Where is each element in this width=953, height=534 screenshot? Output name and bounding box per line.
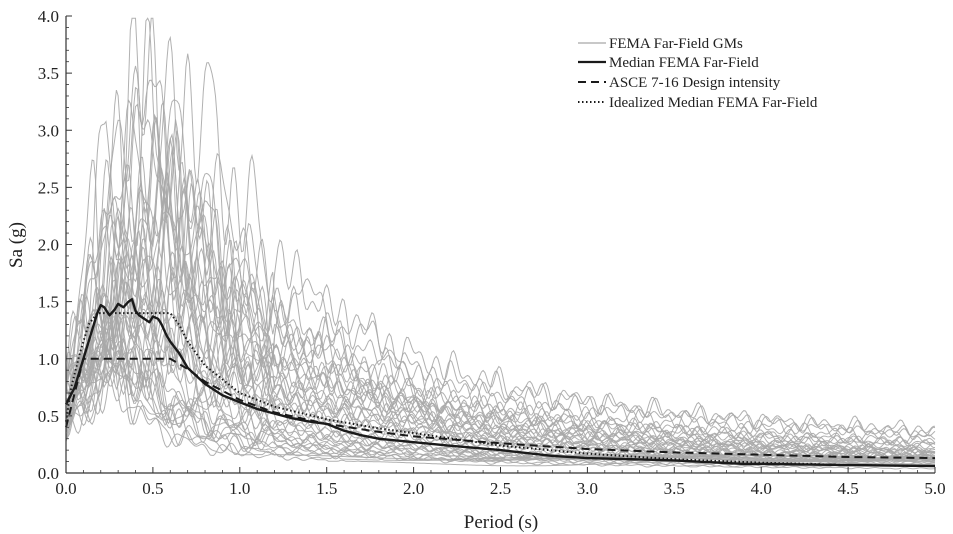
y-tick-label: 2.5 <box>38 178 59 197</box>
y-axis-label: Sa (g) <box>6 222 27 268</box>
ground-motion-line <box>65 35 936 442</box>
x-tick-label: 0.0 <box>55 479 76 498</box>
y-tick-label: 4.0 <box>38 7 59 26</box>
design-intensity-line <box>65 357 936 460</box>
axes <box>65 15 936 474</box>
legend-label-idealized: Idealized Median FEMA Far-Field <box>609 95 818 111</box>
x-tick-label: 5.0 <box>924 479 945 498</box>
y-tick-label: 0.5 <box>38 407 59 426</box>
y-tick-label: 3.5 <box>38 64 59 83</box>
ground-motion-line <box>65 220 936 447</box>
x-tick-label: 0.5 <box>142 479 163 498</box>
main-series-group <box>64 298 936 468</box>
ground-motion-line <box>65 117 936 463</box>
x-tick-label: 2.0 <box>403 479 424 498</box>
ground-motion-line <box>65 180 936 455</box>
legend-label-ground-motions: FEMA Far-Field GMs <box>609 36 743 52</box>
y-tick-label: 1.0 <box>38 350 59 369</box>
ground-motion-line <box>65 224 936 460</box>
x-axis-label: Period (s) <box>464 512 538 533</box>
legend: FEMA Far-Field GMs Median FEMA Far-Field… <box>578 36 818 111</box>
x-tick-label: 4.0 <box>751 479 772 498</box>
ground-motion-series-group <box>65 17 936 470</box>
ground-motion-line <box>65 170 936 436</box>
x-tick-label: 4.5 <box>837 479 858 498</box>
x-tick-label: 2.5 <box>490 479 511 498</box>
ground-motion-line <box>65 337 936 470</box>
x-tick-label: 3.5 <box>664 479 685 498</box>
ground-motion-line <box>65 17 936 460</box>
ground-motion-line <box>65 133 936 439</box>
y-tick-label: 0.0 <box>38 464 59 483</box>
legend-label-median: Median FEMA Far-Field <box>609 55 759 71</box>
x-tick-label: 3.0 <box>577 479 598 498</box>
ground-motion-line <box>65 213 936 459</box>
x-tick-label: 1.5 <box>316 479 337 498</box>
y-tick-label: 2.0 <box>38 236 59 255</box>
y-tick-label: 1.5 <box>38 293 59 312</box>
ground-motion-line <box>65 259 936 455</box>
ground-motion-line <box>65 345 935 461</box>
y-tick-label: 3.0 <box>38 121 59 140</box>
ground-motion-line <box>65 17 936 455</box>
ground-motion-line <box>65 79 936 444</box>
tick-labels: 0.0 0.5 1.0 1.5 2.0 2.5 3.0 3.5 4.0 4.5 5.0 0.0 0.5 1… <box>38 7 946 498</box>
x-tick-label: 1.0 <box>229 479 250 498</box>
legend-label-design: ASCE 7-16 Design intensity <box>609 75 781 91</box>
